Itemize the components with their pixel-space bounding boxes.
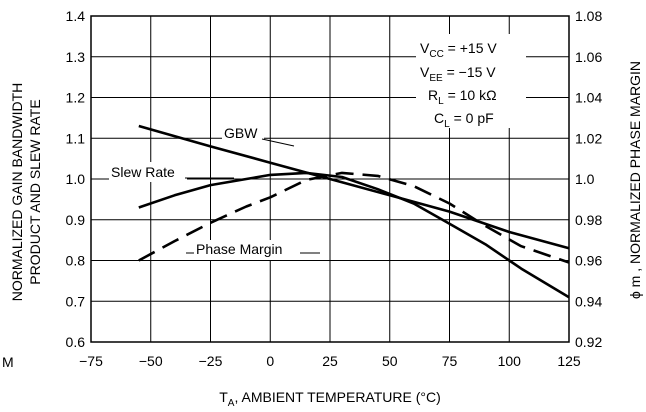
series-line-phase-margin bbox=[138, 171, 570, 264]
x-tick-label: −50 bbox=[139, 353, 163, 369]
y-right-tick-label: 1.0 bbox=[575, 171, 595, 187]
y-right-tick-labels: 0.92 0.94 0.96 0.98 1.0 1.02 1.04 1.06 1.08 bbox=[575, 8, 602, 350]
svg-text:GBW: GBW bbox=[224, 125, 258, 141]
plot-frame bbox=[90, 15, 570, 343]
svg-text:Phase Margin: Phase Margin bbox=[196, 241, 282, 257]
y-left-tick-label: 1.3 bbox=[66, 49, 86, 65]
y-right-tick-label: 1.08 bbox=[575, 8, 602, 24]
y-left-tick-label: 1.1 bbox=[66, 130, 86, 146]
y-right-tick-label: 0.94 bbox=[575, 293, 602, 309]
x-tick-label: 25 bbox=[322, 353, 338, 369]
y-right-tick-label: 0.92 bbox=[575, 334, 602, 350]
x-tick-label: 0 bbox=[266, 353, 274, 369]
series-line-slew-rate bbox=[138, 171, 570, 299]
y-axis-left-title-line1: NORMALIZED GAIN BANDWIDTH bbox=[9, 83, 25, 302]
x-tick-label: 100 bbox=[498, 353, 522, 369]
y-right-tick-label: 0.96 bbox=[575, 253, 602, 269]
y-right-tick-label: 1.04 bbox=[575, 90, 602, 106]
y-left-tick-label: 0.7 bbox=[66, 293, 86, 309]
y-left-tick-label: 1.0 bbox=[66, 171, 86, 187]
x-tick-label: 75 bbox=[442, 353, 458, 369]
x-tick-label: −75 bbox=[79, 353, 103, 369]
condition-rl: RL = 10 kΩ bbox=[428, 87, 497, 107]
y-right-tick-label: 1.02 bbox=[575, 130, 602, 146]
y-left-tick-label: 1.2 bbox=[66, 90, 86, 106]
series-label-slew-rate: Slew Rate bbox=[109, 162, 234, 182]
condition-vcc: VCC = +15 V bbox=[420, 40, 497, 60]
series-group bbox=[138, 124, 570, 299]
x-tick-labels: −75 −50 −25 0 25 50 75 100 125 bbox=[79, 353, 581, 369]
y-left-tick-labels: 0.6 0.7 0.8 0.9 1.0 1.1 1.2 1.3 1.4 bbox=[66, 8, 86, 350]
x-tick-label: 125 bbox=[557, 353, 581, 369]
x-tick-label: 50 bbox=[382, 353, 398, 369]
y-axis-right-title: ϕ m , NORMALIZED PHASE MARGIN bbox=[627, 61, 643, 299]
series-label-phase-margin: Phase Margin bbox=[186, 240, 320, 260]
y-right-tick-label: 1.06 bbox=[575, 49, 602, 65]
y-left-tick-label: 1.4 bbox=[66, 8, 86, 24]
x-tick-label: −25 bbox=[199, 353, 223, 369]
y-left-tick-label: 0.6 bbox=[66, 334, 86, 350]
conditions-annotation: VCC = +15 V VEE = −15 V RL = 10 kΩ CL = … bbox=[416, 34, 526, 130]
y-left-tick-label: 0.9 bbox=[66, 212, 86, 228]
series-label-gbw: GBW bbox=[222, 123, 295, 147]
y-left-tick-label: 0.8 bbox=[66, 253, 86, 269]
condition-vee: VEE = −15 V bbox=[420, 64, 496, 84]
x-axis-title: TA, AMBIENT TEMPERATURE (°C) bbox=[219, 389, 441, 409]
y-right-tick-label: 0.98 bbox=[575, 212, 602, 228]
svg-text:Slew Rate: Slew Rate bbox=[111, 164, 175, 180]
cropped-edge-text: M bbox=[2, 354, 14, 370]
condition-cl: CL = 0 pF bbox=[434, 110, 494, 130]
y-axis-left-title-line2: PRODUCT AND SLEW RATE bbox=[27, 99, 43, 284]
series-line-gbw bbox=[138, 124, 570, 250]
